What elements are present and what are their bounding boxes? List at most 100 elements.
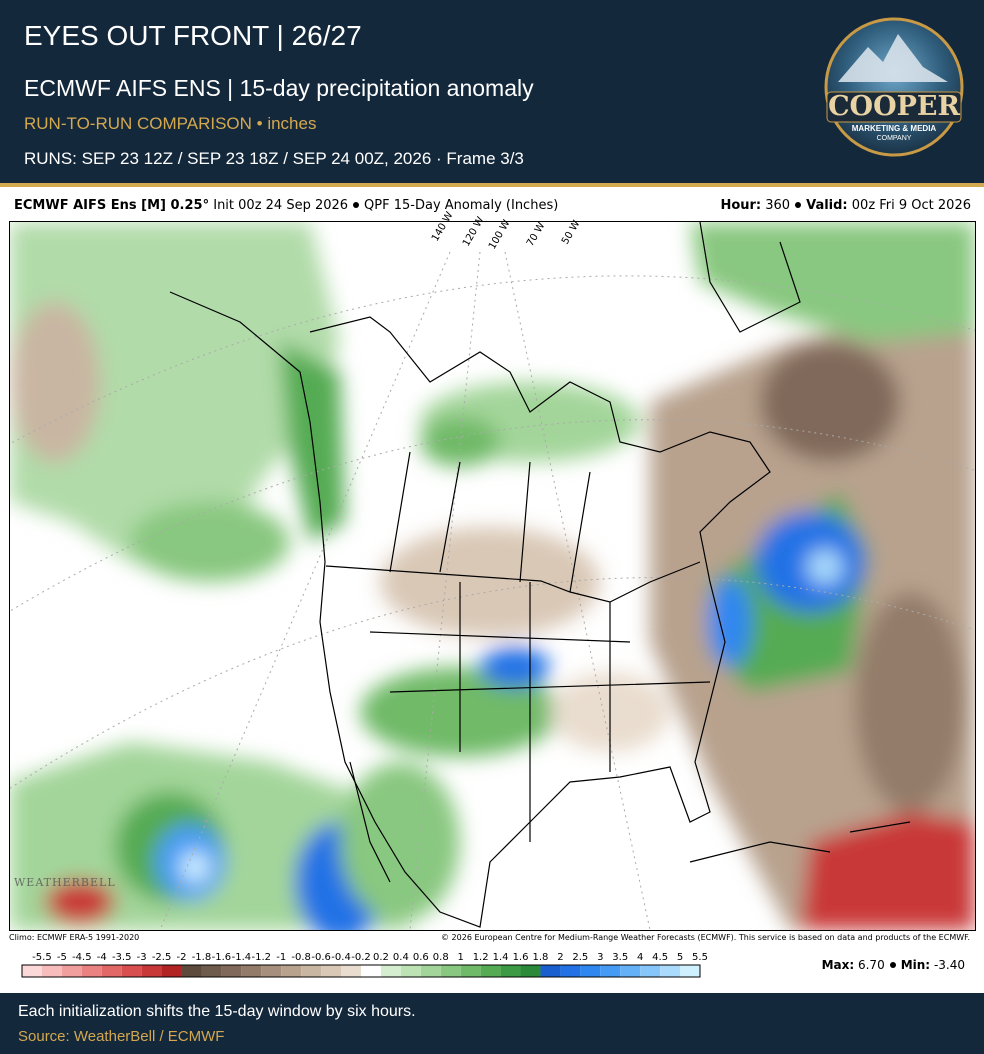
divider xyxy=(0,183,984,187)
logo-banner xyxy=(826,91,962,123)
colorbar-label: -4.5 xyxy=(72,952,92,963)
colorbar-label: -0.8 xyxy=(291,952,311,963)
colorbar-label: 0.6 xyxy=(413,952,429,963)
field-patch xyxy=(760,342,900,462)
colorbar-swatch xyxy=(640,965,661,977)
colorbar-label: 4 xyxy=(637,952,643,963)
init: Init 00z 24 Sep 2026 xyxy=(213,198,349,213)
field-shapes xyxy=(10,222,975,930)
colorbar-swatch xyxy=(560,965,581,977)
valid: 00z Fri 9 Oct 2026 xyxy=(851,198,971,213)
colorbar-label: -0.6 xyxy=(311,952,331,963)
map-header-left: ECMWF AIFS Ens [M] 0.25° Init 00z 24 Sep… xyxy=(14,198,558,213)
colorbar-swatch xyxy=(61,965,82,977)
colorbar-label: 0.8 xyxy=(433,952,449,963)
colorbar-swatch xyxy=(321,965,342,977)
colorbar-swatch xyxy=(181,965,202,977)
colorbar-swatch xyxy=(660,965,681,977)
colorbar-swatch xyxy=(201,965,222,977)
field-patch xyxy=(180,851,210,883)
colorbar-label: -2.5 xyxy=(152,952,172,963)
coastline xyxy=(169,291,771,928)
field-patch xyxy=(807,549,843,585)
logo-name: COOPER xyxy=(828,91,960,122)
colorbar-swatch xyxy=(580,965,601,977)
parallel xyxy=(10,275,975,445)
title: EYES OUT FRONT | 26/27 xyxy=(24,20,362,51)
map xyxy=(9,221,976,931)
colorbar-label: 3.5 xyxy=(612,952,628,963)
logo-mountains xyxy=(838,34,948,82)
colorbar-label: 1 xyxy=(458,952,464,963)
field-patch xyxy=(855,592,965,812)
separator xyxy=(353,201,360,208)
colorbar-label: 1.6 xyxy=(513,952,529,963)
field-patch xyxy=(340,762,460,922)
colorbar-label: 0.2 xyxy=(373,952,389,963)
colorbar-swatch xyxy=(301,965,322,977)
colorbar-swatch xyxy=(81,965,102,977)
colorbar-label: -3 xyxy=(137,952,147,963)
colorbar-label: -4 xyxy=(97,952,107,963)
colorbar-swatch xyxy=(261,965,282,977)
boundary xyxy=(369,451,711,842)
colorbar: -5.5 -5 -4.5 -4 -3.5 -3 -2.5 -2 -1.8 -1.6 -1.4 -1.2… xyxy=(21,952,708,978)
stats: Max: 6.70 Min: -3.40 xyxy=(822,958,965,972)
colorbar-swatch xyxy=(500,965,521,977)
hour: 360 xyxy=(765,198,791,213)
colorbar-swatch xyxy=(141,965,162,977)
baja xyxy=(349,761,391,883)
field-patch xyxy=(10,222,340,582)
field-patch xyxy=(130,502,290,582)
field-patch xyxy=(800,812,975,930)
colorbar-label: -1.4 xyxy=(232,952,252,963)
separator xyxy=(889,961,896,968)
colorbar-swatch xyxy=(400,965,421,977)
colorbar-swatch xyxy=(22,965,42,977)
colorbar-label: -3.5 xyxy=(112,952,132,963)
min-label: Min: xyxy=(900,958,931,972)
caribbean xyxy=(689,821,911,863)
colorbar-label: -1.8 xyxy=(192,952,212,963)
colorbar-swatch xyxy=(420,965,441,977)
colorbar-swatch xyxy=(281,965,302,977)
colorbar-label: 4.5 xyxy=(652,952,668,963)
colorbar-label: 1.8 xyxy=(533,952,549,963)
field-patch xyxy=(10,302,100,462)
colorbar-label: -2 xyxy=(177,952,187,963)
runs: RUNS: SEP 23 12Z / SEP 23 18Z / SEP 24 0… xyxy=(24,149,524,168)
copyright: © 2026 European Centre for Medium-Range … xyxy=(441,933,970,942)
colorbar-label: -0.2 xyxy=(351,952,371,963)
anomaly-field xyxy=(10,222,975,930)
max-label: Max: xyxy=(821,958,855,972)
colorbar-swatch xyxy=(221,965,242,977)
model: ECMWF AIFS Ens [M] 0.25° xyxy=(14,198,210,213)
logo: COOPER MARKETING & MEDIA COMPANY xyxy=(824,17,964,157)
max: 6.70 xyxy=(857,958,885,972)
colorbar-swatch xyxy=(520,965,541,977)
colorbar-swatch xyxy=(341,965,361,977)
border xyxy=(325,561,701,603)
colorbar-swatch xyxy=(600,965,621,977)
colorbar-swatch xyxy=(241,965,262,977)
colorbar-swatch xyxy=(440,965,461,977)
colorbar-swatch xyxy=(460,965,481,977)
logo-line2: COMPANY xyxy=(877,135,912,142)
hour-label: Hour: xyxy=(720,198,762,213)
min: -3.40 xyxy=(933,958,965,972)
colorbar-label: 2 xyxy=(557,952,563,963)
colorbar-swatch xyxy=(361,965,381,977)
colorbar-swatch xyxy=(121,965,142,977)
source: Source: WeatherBell / ECMWF xyxy=(18,1028,225,1045)
field-patch xyxy=(420,417,500,467)
climo: Climo: ECMWF ERA-5 1991-2020 xyxy=(9,933,140,942)
colorbar-label: 5.5 xyxy=(692,952,708,963)
colorbar-label: 5 xyxy=(677,952,683,963)
colorbar-swatch xyxy=(540,965,561,977)
greenland xyxy=(699,222,801,333)
field-patch xyxy=(708,577,752,667)
graticule xyxy=(10,251,975,930)
colorbar-label: -1.6 xyxy=(212,952,232,963)
subtitle: ECMWF AIFS ENS | 15-day precipitation an… xyxy=(24,75,534,101)
